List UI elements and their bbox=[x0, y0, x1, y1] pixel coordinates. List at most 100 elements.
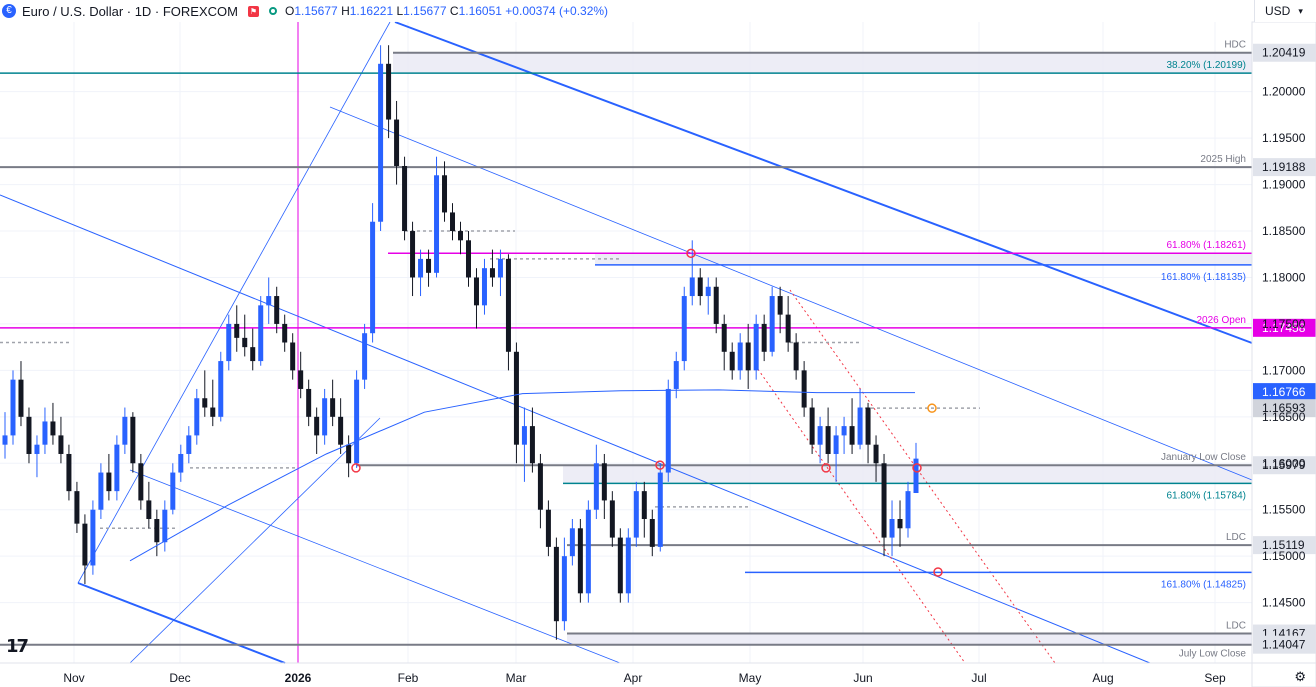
candle-body bbox=[681, 296, 687, 362]
candle-body bbox=[841, 426, 847, 436]
candle-body bbox=[346, 444, 352, 464]
candle-body bbox=[617, 537, 623, 594]
candle-body bbox=[194, 398, 200, 436]
y-tick-label: 1.18500 bbox=[1262, 224, 1306, 238]
candle-body bbox=[897, 519, 903, 529]
candle-body bbox=[58, 435, 64, 454]
candle-body bbox=[242, 337, 248, 348]
currency-label: USD bbox=[1265, 4, 1291, 18]
candle-body bbox=[202, 398, 208, 408]
price-badge-label: 1.15979 bbox=[1262, 458, 1306, 472]
price-badge-label: 1.20419 bbox=[1262, 46, 1306, 60]
candle-body bbox=[825, 426, 831, 454]
candle-body bbox=[66, 453, 72, 492]
candle-body bbox=[426, 258, 432, 273]
y-axis bbox=[1251, 21, 1316, 687]
pitchfork-line bbox=[77, 21, 391, 584]
chart-header: € Euro / U.S. Dollar · 1D · FOREXCOM ⚑ O… bbox=[0, 0, 615, 22]
x-tick-label: Dec bbox=[169, 671, 190, 685]
lower-trendline bbox=[77, 582, 286, 664]
candle-body bbox=[497, 258, 503, 278]
candle-body bbox=[418, 258, 424, 278]
price-badge bbox=[1253, 318, 1316, 337]
candle-body bbox=[705, 286, 711, 297]
x-tick-label: Mar bbox=[506, 671, 527, 685]
price-badge bbox=[1253, 158, 1316, 177]
candle-body bbox=[849, 426, 855, 445]
candle-body bbox=[577, 528, 583, 594]
symbol-title[interactable]: Euro / U.S. Dollar · 1D · FOREXCOM bbox=[22, 3, 238, 19]
level-label: 61.80% (1.18261) bbox=[1166, 240, 1246, 251]
candle-body bbox=[657, 472, 663, 547]
candle-body bbox=[673, 361, 679, 389]
candle-body bbox=[362, 333, 368, 380]
candle-body bbox=[266, 296, 272, 306]
candle-body bbox=[226, 323, 232, 362]
candle-body bbox=[753, 323, 759, 371]
candle-body bbox=[2, 435, 8, 445]
candle-body bbox=[801, 370, 807, 408]
candle-body bbox=[162, 509, 168, 543]
candle-body bbox=[410, 231, 416, 278]
chevron-down-icon: ▾ bbox=[1298, 5, 1303, 16]
candle-body bbox=[154, 519, 160, 543]
candle-body bbox=[641, 491, 647, 520]
red-marker bbox=[351, 463, 361, 473]
candle-body bbox=[737, 342, 743, 371]
candle-body bbox=[529, 426, 535, 464]
level-label: 2025 High bbox=[1200, 154, 1246, 165]
candle-body bbox=[218, 361, 224, 417]
candle-body bbox=[114, 444, 120, 492]
mid-zone bbox=[595, 253, 1252, 265]
price-badge-label: 1.17458 bbox=[1262, 321, 1306, 335]
currency-selector[interactable]: USD ▾ bbox=[1254, 0, 1316, 22]
candle-body bbox=[178, 453, 184, 473]
candle-body bbox=[258, 305, 264, 362]
level-label: 38.20% (1.20199) bbox=[1166, 60, 1246, 71]
candle-body bbox=[74, 491, 80, 524]
candle-body bbox=[729, 351, 735, 371]
candle-body bbox=[625, 537, 631, 594]
upper-trendline bbox=[394, 21, 1253, 344]
price-badge bbox=[1253, 635, 1316, 654]
candle-body bbox=[521, 426, 527, 445]
market-status-icon bbox=[268, 7, 277, 15]
red-marker bbox=[912, 463, 922, 473]
gear-icon[interactable]: ⚙ bbox=[1294, 669, 1306, 684]
bottom-zone bbox=[567, 633, 1252, 645]
x-tick-label: Apr bbox=[624, 671, 643, 685]
red-channel-upper bbox=[789, 289, 1056, 664]
candle-body bbox=[569, 528, 575, 557]
channel-line-lower bbox=[0, 194, 1151, 664]
candle-body bbox=[713, 286, 719, 324]
candle-body bbox=[146, 500, 152, 520]
channel-line-upper bbox=[329, 106, 1253, 481]
candle-body bbox=[282, 323, 288, 343]
level-label: 161.80% (1.18135) bbox=[1161, 272, 1246, 283]
candle-body bbox=[473, 277, 479, 306]
candle-body bbox=[290, 342, 296, 371]
candle-body bbox=[170, 472, 176, 510]
candle-body bbox=[82, 523, 88, 566]
level-label: LDC bbox=[1226, 621, 1246, 632]
candle-body bbox=[913, 458, 919, 493]
y-tick-label: 1.19000 bbox=[1262, 178, 1306, 192]
euro-flag-icon: € bbox=[2, 4, 16, 18]
y-tick-label: 1.17000 bbox=[1262, 363, 1306, 377]
price-badge-label: 1.14047 bbox=[1262, 638, 1306, 652]
candle-body bbox=[545, 509, 551, 547]
tradingview-logo[interactable]: 17 bbox=[6, 636, 29, 657]
candle-body bbox=[833, 435, 839, 454]
price-badge-label: 1.15119 bbox=[1262, 538, 1305, 552]
candle-body bbox=[298, 370, 304, 389]
candle-body bbox=[186, 435, 192, 454]
candle-body bbox=[450, 212, 456, 232]
y-tick-label: 1.15000 bbox=[1262, 549, 1306, 563]
candle-body bbox=[50, 421, 56, 436]
red-marker bbox=[821, 463, 831, 473]
candle-body bbox=[370, 221, 376, 334]
flag-icon[interactable]: ⚑ bbox=[247, 5, 259, 17]
candle-body bbox=[905, 491, 911, 529]
candle-body bbox=[378, 63, 384, 222]
